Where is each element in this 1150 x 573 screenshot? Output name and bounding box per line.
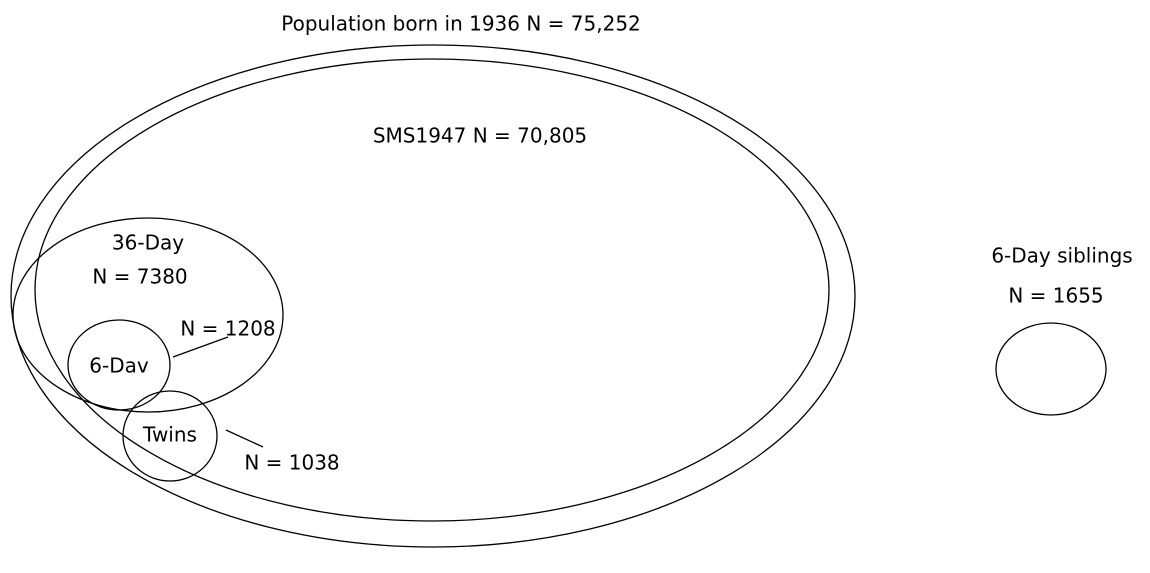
node-label: 36-Day (112, 231, 184, 255)
twins-circle (122, 390, 218, 482)
siblings-circle (995, 322, 1107, 416)
title: Population born in 1936 N = 75,252 (281, 12, 641, 36)
node-count: N = 1208 (180, 317, 275, 341)
leader-line (172, 336, 229, 358)
leader-line (225, 429, 264, 448)
population-ellipse (10, 44, 856, 548)
node-label: Twins (142, 423, 197, 447)
node-label: SMS1947 N = 70,805 (373, 124, 587, 148)
node-count: N = 1655 (1008, 284, 1103, 308)
node-count: N = 1038 (244, 451, 339, 475)
sms1947-ellipse (34, 58, 830, 522)
node-label: 6-Day siblings (991, 244, 1132, 268)
node-count: N = 7380 (92, 265, 187, 289)
36-day-ellipse (12, 217, 284, 413)
node-label: 6-Dav (89, 354, 149, 378)
6-day-circle (67, 319, 171, 411)
